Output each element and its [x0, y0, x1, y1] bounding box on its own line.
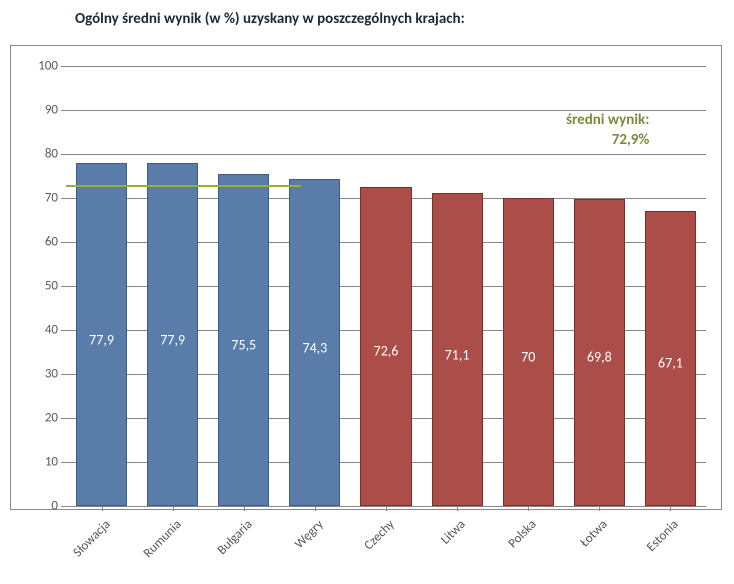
- y-tick: [61, 462, 66, 463]
- average-label: średni wynik:72,9%: [566, 111, 649, 150]
- chart-title: Ogólny średni wynik (w %) uzyskany w pos…: [75, 10, 465, 28]
- y-tick: [61, 286, 66, 287]
- x-tick: [599, 506, 600, 511]
- bar: 67,1: [645, 211, 696, 506]
- category-label: Litwa: [402, 517, 469, 584]
- x-tick: [102, 506, 103, 511]
- bar-value-label: 71,1: [433, 346, 482, 363]
- bar: 72,6: [360, 187, 411, 506]
- bar-value-label: 75,5: [219, 337, 268, 354]
- y-tick: [61, 66, 66, 67]
- bar-value-label: 74,3: [290, 339, 339, 356]
- y-tick: [61, 198, 66, 199]
- y-tick: [61, 110, 66, 111]
- gridline: [66, 154, 706, 155]
- x-tick: [528, 506, 529, 511]
- average-label-line: 72,9%: [566, 131, 649, 151]
- bar: 75,5: [218, 174, 269, 506]
- x-tick: [386, 506, 387, 511]
- y-axis-label: 80: [18, 147, 58, 162]
- y-tick: [61, 418, 66, 419]
- y-axis-label: 0: [18, 499, 58, 514]
- bar: 69,8: [574, 199, 625, 506]
- category-label: Bułgaria: [188, 517, 255, 584]
- category-label: Estonia: [615, 517, 682, 584]
- bar-value-label: 69,8: [575, 349, 624, 366]
- y-tick: [61, 330, 66, 331]
- category-label: Polska: [473, 517, 540, 584]
- category-label: Słowacja: [46, 517, 113, 584]
- average-label-line: średni wynik:: [566, 111, 649, 131]
- y-axis-label: 100: [18, 59, 58, 74]
- bar-value-label: 77,9: [148, 331, 197, 348]
- x-tick: [173, 506, 174, 511]
- bar: 71,1: [432, 193, 483, 506]
- gridline: [66, 66, 706, 67]
- bar-value-label: 72,6: [361, 343, 410, 360]
- chart-frame: 010203040506070809010077,977,975,574,372…: [10, 45, 722, 510]
- bar: 77,9: [147, 163, 198, 506]
- x-tick: [244, 506, 245, 511]
- category-label: Węgry: [259, 517, 326, 584]
- plot-inner: 010203040506070809010077,977,975,574,372…: [66, 66, 706, 506]
- y-axis-label: 60: [18, 235, 58, 250]
- y-axis-label: 30: [18, 367, 58, 382]
- average-line: [66, 185, 301, 187]
- x-tick: [457, 506, 458, 511]
- bar-value-label: 70: [504, 349, 553, 366]
- y-tick: [61, 154, 66, 155]
- bar-value-label: 77,9: [77, 331, 126, 348]
- bar: 70: [503, 198, 554, 506]
- y-axis-label: 10: [18, 455, 58, 470]
- y-axis-label: 40: [18, 323, 58, 338]
- y-tick: [61, 242, 66, 243]
- y-axis-label: 90: [18, 103, 58, 118]
- x-tick: [670, 506, 671, 511]
- plot-area: 010203040506070809010077,977,975,574,372…: [66, 66, 706, 504]
- y-axis-label: 50: [18, 279, 58, 294]
- y-tick: [61, 374, 66, 375]
- category-label: Łotwa: [544, 517, 611, 584]
- y-tick: [61, 506, 66, 507]
- category-label: Rumunia: [117, 517, 184, 584]
- y-axis-label: 20: [18, 411, 58, 426]
- bar-value-label: 67,1: [646, 355, 695, 372]
- y-axis-label: 70: [18, 191, 58, 206]
- x-tick: [315, 506, 316, 511]
- bar: 74,3: [289, 179, 340, 506]
- bar: 77,9: [76, 163, 127, 506]
- category-label: Czechy: [330, 517, 397, 584]
